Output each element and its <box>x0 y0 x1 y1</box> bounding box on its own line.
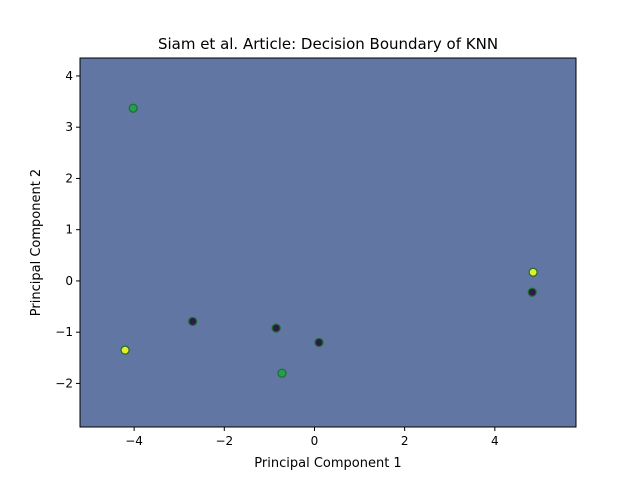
y-tick-label: 4 <box>65 69 73 83</box>
y-axis-label: Principal Component 2 <box>29 169 44 316</box>
x-axis-ticks: −4 −2 0 2 4 <box>125 427 499 448</box>
x-axis-label: Principal Component 1 <box>254 456 401 471</box>
data-point-7 <box>527 287 537 297</box>
plot-area-decision-region <box>80 58 576 427</box>
y-tick-label: 2 <box>65 171 73 185</box>
x-tick-label: 4 <box>491 434 499 448</box>
y-tick-label: 3 <box>65 120 73 134</box>
y-tick-label: −2 <box>55 376 73 390</box>
x-tick-label: −2 <box>215 434 233 448</box>
data-point-1 <box>120 345 130 355</box>
data-point-6 <box>528 267 538 277</box>
x-tick-label: −4 <box>125 434 143 448</box>
y-tick-label: 1 <box>65 223 73 237</box>
y-axis-ticks: −2 −1 0 1 2 3 4 <box>55 69 80 390</box>
data-point-4 <box>277 368 287 378</box>
plot-frame <box>79 57 577 428</box>
y-tick-label: −1 <box>55 325 73 339</box>
x-tick-label: 2 <box>401 434 409 448</box>
data-point-5 <box>314 337 324 348</box>
data-point-2 <box>188 316 198 327</box>
data-points <box>120 103 538 378</box>
y-tick-label: 0 <box>65 274 73 288</box>
x-tick-label: 0 <box>311 434 319 448</box>
data-point-3 <box>271 323 281 333</box>
data-point-0 <box>128 103 138 113</box>
chart-title: Siam et al. Article: Decision Boundary o… <box>158 35 498 53</box>
